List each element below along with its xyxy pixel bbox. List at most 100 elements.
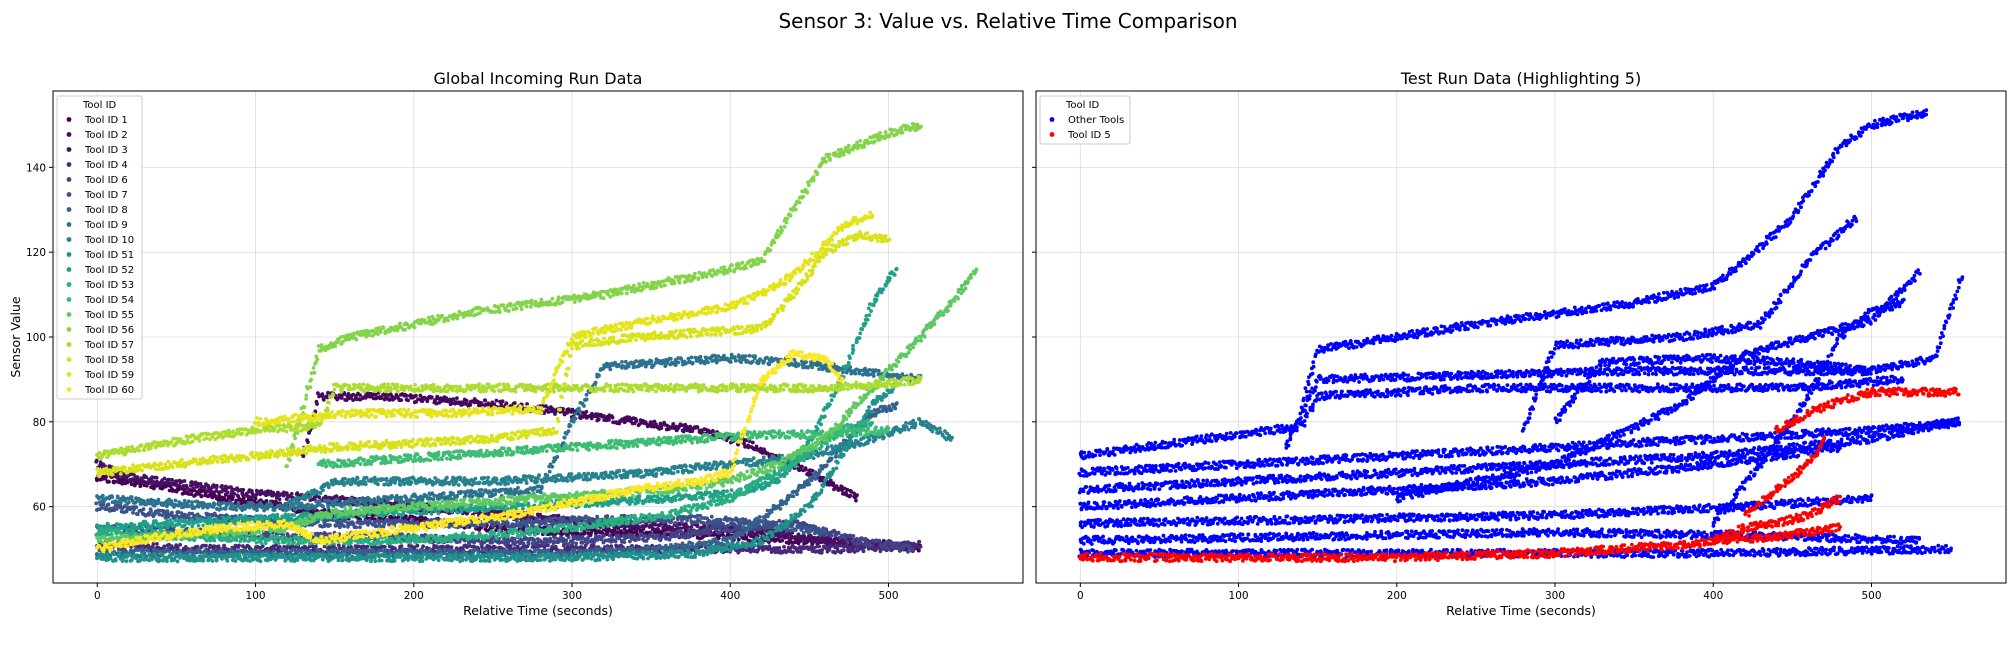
data-point [804,468,808,472]
data-point [552,535,556,539]
data-point [671,422,675,426]
data-point [817,545,821,549]
data-point [813,532,817,536]
data-point [405,394,409,398]
data-point [567,536,571,540]
data-point [218,550,222,554]
data-point [797,535,801,539]
data-point [887,547,891,551]
data-point [837,531,841,535]
data-point [351,522,355,526]
data-point [532,520,536,524]
data-point [800,465,804,469]
data-point [897,541,901,545]
data-point [571,541,575,545]
data-point [450,398,454,402]
data-point [513,401,517,405]
data-point [421,544,425,548]
data-point [597,418,601,422]
data-point [780,535,784,539]
data-point [174,479,178,483]
data-point [751,532,755,536]
data-point [611,416,615,420]
data-point [500,540,504,544]
data-point [586,536,590,540]
data-point [726,524,730,528]
data-point [802,534,806,538]
data-point [658,523,662,527]
data-point [674,533,678,537]
data-point [326,391,330,395]
data-point [286,532,290,536]
data-point [680,520,684,524]
data-point [614,539,618,543]
data-point [134,505,138,509]
data-point [721,522,725,526]
data-point [632,534,636,538]
data-point [100,506,104,510]
data-point [365,545,369,549]
data-point [204,544,208,548]
data-point [146,549,150,553]
data-point [416,544,420,548]
data-point [884,541,888,545]
data-point [114,480,118,484]
data-point [519,525,523,529]
data-point [465,399,469,403]
data-point [789,529,793,533]
left-data-points [94,122,978,563]
data-point [501,399,505,403]
data-point [852,534,856,538]
data-point [730,529,734,533]
data-point [237,544,241,548]
data-point [634,419,638,423]
data-point [689,534,693,538]
data-point [898,549,902,553]
data-point [183,479,187,483]
data-point [255,489,259,493]
data-point [368,519,372,523]
data-point [107,503,111,507]
data-point [170,478,174,482]
data-point [342,524,346,528]
data-point [358,393,362,397]
data-point [791,550,795,554]
data-point [917,540,921,544]
data-point [794,528,798,532]
data-point [836,547,840,551]
data-point [615,526,619,530]
data-point [495,399,499,403]
data-point [178,543,182,547]
data-point [455,396,459,400]
data-point [107,480,111,484]
data-point [547,410,551,414]
data-point [701,521,705,525]
data-point [232,492,236,496]
data-point [250,489,254,493]
data-point [829,544,833,548]
data-point [831,481,835,485]
data-point [215,485,219,489]
data-point [204,548,208,552]
data-point [890,545,894,549]
data-point [118,477,122,481]
data-point [147,513,151,517]
data-point [509,544,513,548]
data-point [506,521,510,525]
data-point [136,512,140,516]
figure-title: Sensor 3: Value vs. Relative Time Compar… [778,9,1237,33]
data-point [186,487,190,491]
data-point [414,394,418,398]
data-point [775,521,779,525]
data-point [190,550,194,554]
data-point [405,521,409,525]
data-point [820,548,824,552]
data-point [163,477,167,481]
data-point [629,530,633,534]
data-point [483,398,487,402]
data-point [94,460,98,464]
data-point [682,430,686,434]
data-point [859,542,863,546]
data-point [877,539,881,543]
